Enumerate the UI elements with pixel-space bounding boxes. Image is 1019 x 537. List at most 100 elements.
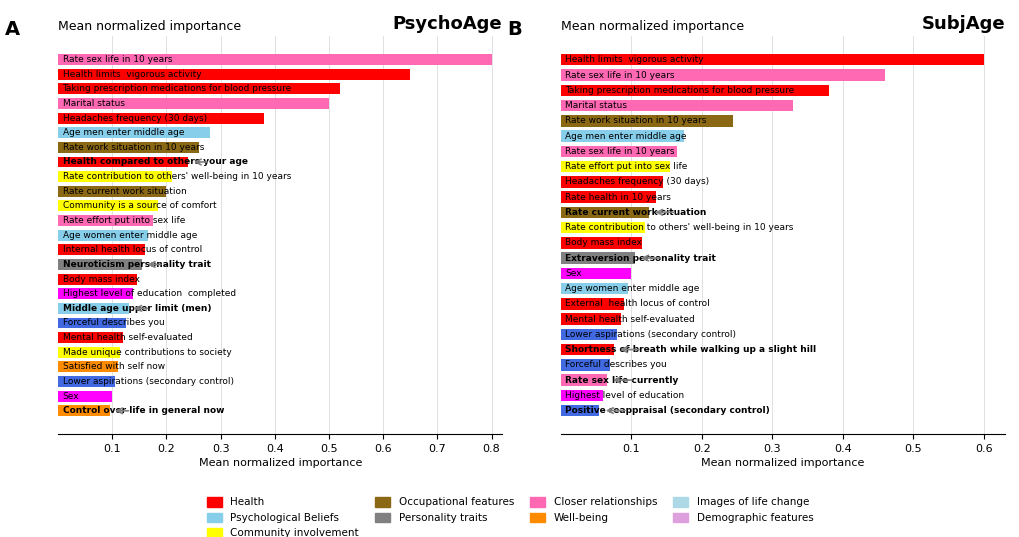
Text: Lower aspirations (secondary control): Lower aspirations (secondary control) — [62, 377, 233, 386]
Text: Mental health self-evaluated: Mental health self-evaluated — [62, 333, 193, 342]
Text: Taking prescription medications for blood pressure: Taking prescription medications for bloo… — [565, 86, 794, 95]
Text: Rate sex life in 10 years: Rate sex life in 10 years — [62, 55, 172, 64]
Text: Rate sex life in 10 years: Rate sex life in 10 years — [565, 70, 674, 79]
Text: SubjAge: SubjAge — [920, 15, 1004, 33]
Text: Marital status: Marital status — [565, 101, 627, 110]
Text: Mean normalized importance: Mean normalized importance — [58, 20, 242, 33]
Text: Rate sex life in 10 years: Rate sex life in 10 years — [565, 147, 674, 156]
Text: Satisfied with self now: Satisfied with self now — [62, 362, 164, 372]
Text: Highest level of education: Highest level of education — [565, 391, 684, 400]
Bar — [560, 161, 669, 172]
Bar — [58, 317, 125, 329]
Bar — [560, 54, 983, 66]
Bar — [58, 186, 166, 197]
X-axis label: Mean normalized importance: Mean normalized importance — [700, 458, 864, 468]
Text: Community is a source of comfort: Community is a source of comfort — [62, 201, 216, 211]
Bar — [560, 374, 606, 386]
Text: Forceful describes you: Forceful describes you — [565, 360, 666, 369]
Text: Taking prescription medications for blood pressure: Taking prescription medications for bloo… — [62, 84, 291, 93]
Bar — [560, 222, 645, 233]
Bar — [58, 244, 145, 255]
Text: Health limits  vigorous activity: Health limits vigorous activity — [565, 55, 703, 64]
Bar — [58, 361, 117, 372]
Bar — [560, 115, 733, 127]
Bar — [58, 215, 153, 226]
Text: Rate work situation in 10 years: Rate work situation in 10 years — [62, 143, 204, 152]
Text: Rate work situation in 10 years: Rate work situation in 10 years — [565, 117, 706, 125]
Text: Body mass index: Body mass index — [565, 238, 642, 248]
Text: Age men enter middle age: Age men enter middle age — [565, 132, 686, 141]
Bar — [560, 69, 884, 81]
Bar — [560, 283, 627, 294]
Text: Age men enter middle age: Age men enter middle age — [62, 128, 183, 137]
Bar — [560, 130, 684, 142]
Bar — [560, 298, 624, 309]
Legend: Health, Psychological Beliefs, Community involvement, Occupational features, Per: Health, Psychological Beliefs, Community… — [202, 493, 817, 537]
Text: Highest level of education  completed: Highest level of education completed — [62, 289, 235, 298]
Text: Forceful describes you: Forceful describes you — [62, 318, 164, 328]
Bar — [58, 171, 172, 182]
Text: Rate contribution to others' well-being in 10 years: Rate contribution to others' well-being … — [565, 223, 793, 232]
Bar — [58, 69, 410, 79]
Bar — [560, 237, 641, 249]
Bar — [560, 191, 655, 203]
Text: Lower aspirations (secondary control): Lower aspirations (secondary control) — [565, 330, 736, 339]
Text: Health limits  vigorous activity: Health limits vigorous activity — [62, 70, 201, 79]
Bar — [58, 54, 491, 65]
Text: Rate effort put into sex life: Rate effort put into sex life — [62, 216, 184, 225]
Text: Age women enter middle age: Age women enter middle age — [62, 231, 197, 240]
Bar — [560, 359, 609, 371]
Text: Mental health self-evaluated: Mental health self-evaluated — [565, 315, 694, 324]
Text: Mean normalized importance: Mean normalized importance — [560, 20, 743, 33]
Bar — [560, 252, 634, 264]
Text: Age women enter middle age: Age women enter middle age — [565, 284, 699, 293]
Text: Headaches frequency (30 days): Headaches frequency (30 days) — [565, 177, 708, 186]
Text: Internal health locus of control: Internal health locus of control — [62, 245, 202, 255]
Bar — [58, 156, 187, 168]
Text: Rate current work situation: Rate current work situation — [62, 187, 186, 196]
Bar — [58, 200, 158, 212]
Text: Rate effort put into sex life: Rate effort put into sex life — [565, 162, 687, 171]
Text: Rate sex life currently: Rate sex life currently — [565, 375, 678, 384]
Text: PsychoAge: PsychoAge — [392, 15, 502, 33]
Text: Middle age upper limit (men): Middle age upper limit (men) — [62, 304, 211, 313]
Bar — [58, 376, 115, 387]
Bar — [560, 176, 662, 187]
Text: Sex: Sex — [565, 269, 581, 278]
Bar — [560, 84, 827, 96]
Bar — [58, 303, 128, 314]
Bar — [58, 273, 137, 285]
Text: Rate current work situation: Rate current work situation — [565, 208, 706, 217]
Text: Rate contribution to others' well-being in 10 years: Rate contribution to others' well-being … — [62, 172, 290, 181]
Bar — [58, 113, 264, 124]
Bar — [58, 347, 120, 358]
Bar — [560, 344, 613, 355]
Text: Shortness of breath while walking up a slight hill: Shortness of breath while walking up a s… — [565, 345, 815, 354]
Bar — [58, 288, 132, 299]
Text: Rate health in 10 years: Rate health in 10 years — [565, 193, 671, 201]
Text: Marital status: Marital status — [62, 99, 124, 108]
Bar — [560, 405, 599, 416]
Text: External  health locus of control: External health locus of control — [565, 299, 709, 308]
Bar — [58, 83, 339, 95]
Bar — [560, 267, 631, 279]
Text: Health compared to others your age: Health compared to others your age — [62, 157, 248, 166]
Text: Control over life in general now: Control over life in general now — [62, 407, 224, 415]
Bar — [560, 100, 793, 111]
Bar — [560, 146, 677, 157]
Text: Extraversion personality trait: Extraversion personality trait — [565, 253, 715, 263]
Bar — [58, 391, 112, 402]
Bar — [58, 230, 148, 241]
Text: Positive reappraisal (secondary control): Positive reappraisal (secondary control) — [565, 406, 769, 415]
Text: Headaches frequency (30 days): Headaches frequency (30 days) — [62, 114, 207, 122]
Bar — [560, 207, 648, 218]
Bar — [58, 127, 210, 138]
Bar — [58, 142, 199, 153]
Text: B: B — [506, 20, 522, 39]
Bar — [560, 390, 602, 401]
Text: Neuroticism personality trait: Neuroticism personality trait — [62, 260, 210, 269]
Text: Sex: Sex — [62, 391, 79, 401]
X-axis label: Mean normalized importance: Mean normalized importance — [199, 458, 362, 468]
Bar — [58, 332, 123, 343]
Text: A: A — [5, 20, 20, 39]
